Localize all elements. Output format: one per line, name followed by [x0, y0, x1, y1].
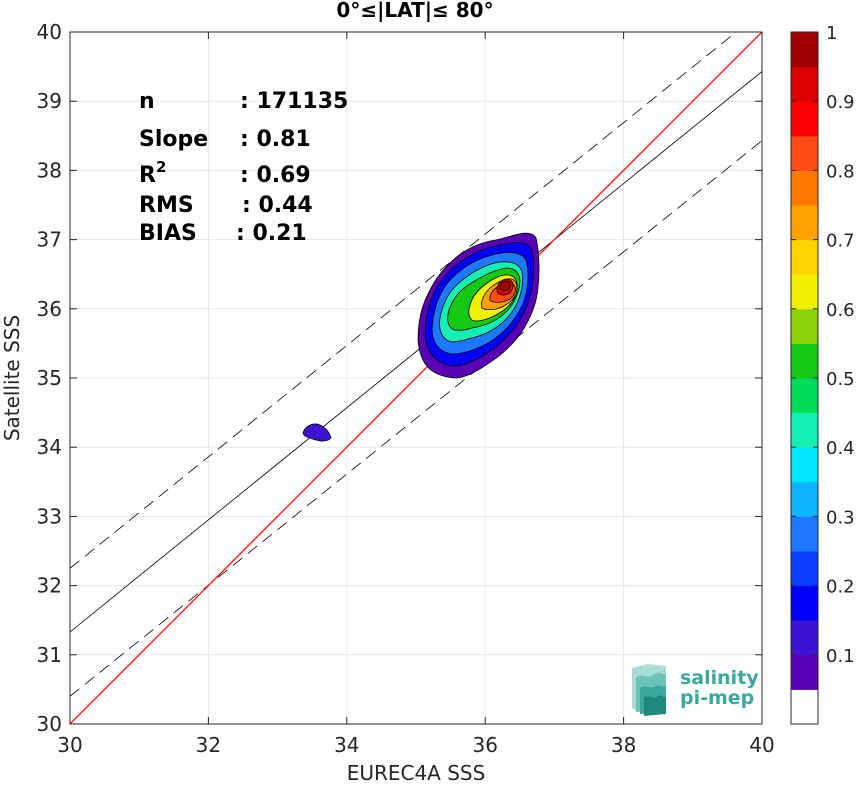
colorbar-segment [791, 412, 818, 448]
colorbar-segment [791, 585, 818, 621]
density-blob-minor [302, 423, 332, 442]
stat-row: BIAS : 0.21 [139, 221, 307, 246]
colorbar-segment [791, 170, 818, 206]
salinity-pi-mep-logo: salinity pi-mep [632, 664, 759, 716]
colorbar-segment [791, 343, 818, 379]
x-tick-label: 30 [57, 733, 82, 757]
colorbar-segment [791, 274, 818, 310]
stat-value: : 0.21 [236, 221, 307, 246]
x-axis-label: EUREC4A SSS [347, 761, 486, 785]
colorbar-segment [791, 516, 818, 552]
regression-line [70, 71, 762, 633]
colorbar-segment [791, 689, 818, 725]
y-tick-label: 40 [37, 20, 62, 44]
stat-row: R2 : 0.69 [139, 158, 311, 188]
colorbar-tick-label: 0.9 [826, 92, 855, 113]
x-tick-label: 38 [611, 733, 636, 757]
colorbar-tick-label: 0.1 [826, 646, 855, 667]
y-tick-label: 36 [37, 297, 62, 321]
identity-line [70, 32, 762, 724]
colorbar-tick-label: 0.8 [826, 161, 855, 182]
stat-label: RMS [139, 193, 194, 218]
y-axis-label: Satellite SSS [0, 315, 24, 441]
x-tick-label: 32 [196, 733, 221, 757]
density-contours [302, 232, 540, 442]
colorbar-segment [791, 620, 818, 656]
x-tick-label: 40 [749, 733, 774, 757]
reference-lines [70, 32, 762, 724]
x-tick-labels: 30 32 34 36 38 40 [57, 733, 774, 757]
stat-label: BIAS [139, 221, 197, 246]
lower-envelope-line [70, 140, 762, 697]
colorbar-segment [791, 551, 818, 587]
y-tick-label: 35 [37, 366, 62, 390]
y-tick-label: 39 [37, 89, 62, 113]
colorbar-tick-label: 0.7 [826, 231, 855, 252]
colorbar-segment [791, 378, 818, 414]
stat-label: R2 [139, 158, 166, 188]
stat-row: Slope : 0.81 [139, 127, 311, 152]
y-tick-label: 31 [37, 643, 62, 667]
stat-label: n [139, 89, 155, 114]
y-tick-label: 33 [37, 504, 62, 528]
colorbar-tick-label: 0.2 [826, 577, 855, 598]
x-tick-label: 34 [334, 733, 359, 757]
stat-label: Slope [139, 127, 208, 152]
density-blob-main [417, 232, 540, 379]
y-tick-label: 32 [37, 574, 62, 598]
y-tick-label: 30 [37, 712, 62, 736]
colorbar-segment [791, 101, 818, 137]
colorbar-tick-label: 1 [826, 23, 837, 44]
y-tick-label: 34 [37, 435, 62, 459]
x-tick-label: 36 [472, 733, 497, 757]
colorbar-segment [791, 135, 818, 171]
stat-value: : 0.44 [242, 193, 313, 218]
colorbar-segment [791, 481, 818, 517]
logo-text-line2: pi-mep [680, 687, 754, 709]
y-tick-label: 38 [37, 158, 62, 182]
colorbar-segment [791, 239, 818, 275]
contour-level-10 [499, 280, 511, 291]
colorbar-tick-label: 0.5 [826, 369, 855, 390]
stat-value: : 0.69 [240, 163, 311, 188]
colorbar-tick-label: 0.4 [826, 438, 855, 459]
stat-row: n : 171135 [139, 89, 348, 114]
colorbar-tick-label: 0.6 [826, 300, 855, 321]
colorbar-segment [791, 205, 818, 241]
colorbar-tick-label: 0.3 [826, 507, 855, 528]
stats-annotation: n : 171135 Slope : 0.81 R2 : 0.69 RMS : 0.44 BIA… [139, 89, 348, 246]
stat-value: : 0.81 [240, 127, 311, 152]
logo-text-line1: salinity [680, 667, 759, 689]
colorbar-segment [791, 654, 818, 690]
stat-value: : 171135 [240, 89, 348, 114]
colorbar-segment [791, 32, 818, 68]
colorbar-segment [791, 66, 818, 102]
y-tick-labels: 30 31 32 33 34 35 36 37 38 39 40 [37, 20, 62, 736]
colorbar-segment [791, 308, 818, 344]
upper-envelope-line [70, 32, 737, 569]
colorbar: 0.1 0.2 0.3 0.4 0.5 0.6 0.7 0.8 0.9 1 [790, 23, 855, 725]
y-tick-label: 37 [37, 228, 62, 252]
colorbar-segment [791, 447, 818, 483]
stat-row: RMS : 0.44 [139, 193, 313, 218]
logo-waves-icon [632, 664, 666, 716]
chart-title: 0°≤|LAT|≤ 80° [336, 0, 493, 22]
axis-ticks [69, 31, 763, 725]
